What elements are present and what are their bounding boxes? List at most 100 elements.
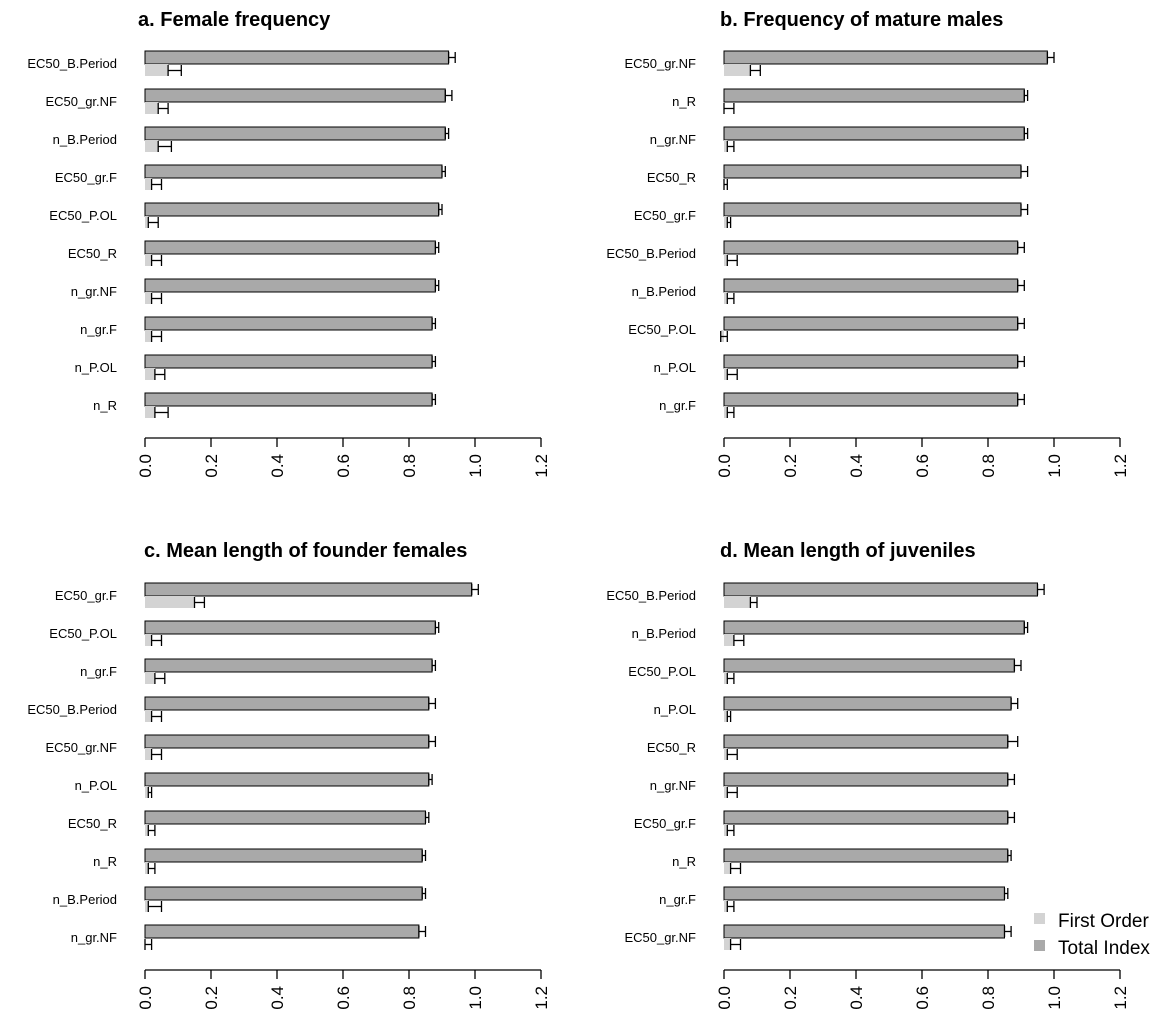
bar-first-order	[724, 634, 734, 646]
x-tick-label: 0.6	[913, 454, 932, 478]
chart-title: d. Mean length of juveniles	[720, 540, 976, 562]
bar-total-index	[723, 810, 1009, 825]
category-label: n_B.Period	[632, 626, 696, 641]
bar-first-order	[145, 672, 155, 684]
category-label: n_gr.F	[80, 322, 117, 337]
bar-first-order	[724, 406, 728, 418]
x-tick-label: 0.4	[847, 454, 866, 478]
bar-total-index	[144, 88, 446, 103]
x-tick-label: 0.8	[400, 986, 419, 1010]
x-tick-label: 0.0	[136, 454, 155, 478]
category-label: EC50_P.OL	[49, 626, 117, 641]
bar-total-index	[144, 392, 433, 407]
bar-total-index	[144, 164, 443, 179]
x-tick-label: 1.2	[1111, 986, 1130, 1010]
bar-total-index	[723, 582, 1038, 597]
bar-first-order	[724, 254, 728, 266]
bar-first-order	[724, 64, 751, 76]
category-label: EC50_R	[647, 740, 696, 755]
bar-total-index	[723, 240, 1019, 255]
x-tick-label: 0.4	[847, 986, 866, 1010]
x-tick-label: 1.0	[1045, 454, 1064, 478]
category-label: n_gr.F	[80, 664, 117, 679]
bar-total-index	[144, 582, 473, 597]
x-tick-label: 1.2	[532, 986, 551, 1010]
bar-first-order	[724, 216, 728, 228]
x-tick-label: 0.0	[715, 454, 734, 478]
bar-first-order	[145, 596, 195, 608]
bar-first-order	[145, 634, 152, 646]
bar-total-index	[723, 126, 1025, 141]
bar-first-order	[145, 406, 155, 418]
x-tick-label: 1.2	[1111, 454, 1130, 478]
category-label: EC50_P.OL	[628, 664, 696, 679]
bar-total-index	[144, 848, 423, 863]
bar-first-order	[724, 710, 728, 722]
category-label: EC50_P.OL	[628, 322, 696, 337]
bar-first-order	[145, 862, 149, 874]
category-label: EC50_gr.NF	[45, 94, 117, 109]
bar-total-index	[144, 278, 436, 293]
category-label: n_gr.NF	[71, 284, 117, 299]
chart-title: b. Frequency of mature males	[720, 9, 1003, 31]
bar-first-order	[145, 748, 152, 760]
bar-total-index	[144, 886, 423, 901]
bar-first-order	[724, 672, 728, 684]
bar-first-order	[145, 102, 159, 114]
category-label: n_R	[672, 854, 696, 869]
bar-total-index	[144, 810, 426, 825]
bar-total-index	[723, 354, 1019, 369]
bar-first-order	[145, 216, 149, 228]
x-tick-label: 0.2	[202, 454, 221, 478]
category-label: n_gr.NF	[71, 930, 117, 945]
x-tick-label: 0.4	[268, 454, 287, 478]
bar-total-index	[144, 924, 420, 939]
bar-total-index	[723, 924, 1005, 939]
x-tick-label: 0.2	[202, 986, 221, 1010]
category-label: n_R	[672, 94, 696, 109]
chart-panel-1: a. Female frequency EC50_B.Period EC50_gr.…	[27, 9, 551, 478]
bar-total-index	[723, 50, 1048, 65]
category-label: n_P.OL	[75, 360, 117, 375]
bar-total-index	[144, 126, 446, 141]
category-label: n_P.OL	[75, 778, 117, 793]
legend-swatch-total-index	[1034, 940, 1045, 951]
category-label: EC50_R	[647, 170, 696, 185]
legend-label-total-index: Total Index	[1058, 938, 1150, 959]
bar-total-index	[723, 734, 1009, 749]
bar-first-order	[724, 368, 728, 380]
bar-total-index	[723, 278, 1019, 293]
x-tick-label: 1.2	[532, 454, 551, 478]
bar-total-index	[144, 316, 433, 331]
bar-total-index	[723, 848, 1009, 863]
bar-first-order	[724, 292, 728, 304]
category-label: EC50_B.Period	[606, 246, 696, 261]
bar-first-order	[145, 824, 149, 836]
category-label: EC50_R	[68, 816, 117, 831]
category-label: n_gr.F	[659, 398, 696, 413]
category-label: EC50_gr.NF	[624, 930, 696, 945]
bar-first-order	[145, 368, 155, 380]
category-label: EC50_gr.F	[55, 170, 117, 185]
bar-first-order	[145, 900, 149, 912]
bar-total-index	[144, 202, 440, 217]
legend-swatch-first-order	[1034, 913, 1045, 924]
category-label: n_gr.NF	[650, 132, 696, 147]
legend: First Order Total Index	[1034, 911, 1150, 959]
bar-first-order	[145, 710, 152, 722]
category-label: EC50_B.Period	[27, 702, 117, 717]
x-tick-label: 0.6	[334, 986, 353, 1010]
bar-first-order	[145, 64, 169, 76]
x-tick-label: 0.8	[979, 454, 998, 478]
category-label: n_P.OL	[654, 360, 696, 375]
bar-total-index	[144, 772, 430, 787]
x-tick-label: 0.2	[781, 454, 800, 478]
bar-total-index	[723, 202, 1022, 217]
bar-first-order	[145, 178, 152, 190]
bar-first-order	[724, 786, 728, 798]
bar-first-order	[145, 292, 152, 304]
bar-total-index	[144, 240, 436, 255]
x-tick-label: 1.0	[466, 454, 485, 478]
category-label: EC50_gr.NF	[624, 56, 696, 71]
